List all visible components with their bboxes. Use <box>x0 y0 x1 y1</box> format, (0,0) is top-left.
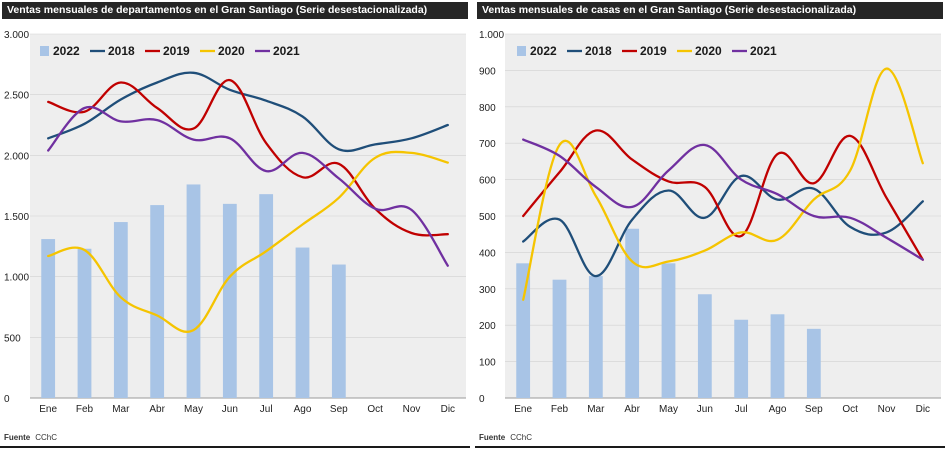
x-tick-label: May <box>184 404 203 415</box>
source-label: Fuente <box>4 433 31 442</box>
y-tick-label: 2.000 <box>4 151 29 162</box>
legend-label-2021: 2021 <box>273 44 300 58</box>
legend-label-2018: 2018 <box>108 44 135 58</box>
y-tick-label: 1.000 <box>4 273 29 284</box>
chart-title: Ventas mensuales de departamentos en el … <box>2 2 468 19</box>
x-tick-label: Abr <box>149 404 165 415</box>
series-line-2021 <box>47 105 449 267</box>
y-tick-label: 3.000 <box>4 30 29 41</box>
y-tick-label: 0 <box>479 394 485 405</box>
x-tick-label: Nov <box>403 404 421 415</box>
legend-label-2022: 2022 <box>530 44 557 58</box>
y-tick-label: 700 <box>479 139 496 150</box>
y-tick-label: 400 <box>479 248 496 259</box>
x-tick-label: Feb <box>76 404 94 415</box>
y-tick-label: 100 <box>479 358 496 369</box>
bar-2022-Sep <box>806 328 821 398</box>
source-note: Fuente CChC <box>479 433 532 442</box>
bar-2022-Ago <box>770 314 785 398</box>
x-tick-label: Jul <box>260 404 273 415</box>
x-tick-label: Jun <box>697 404 713 415</box>
x-tick-label: Mar <box>587 404 605 415</box>
bar-2022-Jun <box>697 294 712 398</box>
bar-2022-Ago <box>295 247 310 398</box>
y-tick-label: 600 <box>479 176 496 187</box>
bar-2022-Mar <box>588 276 603 398</box>
bar-2022-Mar <box>113 222 128 398</box>
chart-panel-casas: Ventas mensuales de casas en el Gran San… <box>475 0 945 451</box>
series-line-2020 <box>522 67 924 301</box>
y-tick-label: 1.500 <box>4 212 29 223</box>
legend-swatch-2022 <box>40 46 49 56</box>
legend-label-2020: 2020 <box>695 44 722 58</box>
bottom-rule <box>475 446 945 448</box>
y-tick-label: 900 <box>479 66 496 77</box>
legend-swatch-2022 <box>517 46 526 56</box>
bar-2022-May <box>186 184 201 398</box>
source-label: Fuente <box>479 433 506 442</box>
bar-2022-Jul <box>734 319 749 398</box>
series-line-2018 <box>47 71 449 153</box>
bar-2022-Ene <box>41 239 56 398</box>
bar-2022-May <box>661 263 676 398</box>
bar-2022-Feb <box>552 279 567 398</box>
x-tick-label: Sep <box>330 404 348 415</box>
y-tick-label: 800 <box>479 103 496 114</box>
series-line-2020 <box>47 150 449 333</box>
series-line-2021 <box>522 138 924 261</box>
legend-label-2020: 2020 <box>218 44 245 58</box>
x-tick-label: Jun <box>222 404 238 415</box>
source-note: Fuente CChC <box>4 433 57 442</box>
chart-departamentos: 0 500 1.000 1.500 2.000 2.500 3.000 Ene Feb Mar Ab… <box>4 30 466 415</box>
source-value: CChC <box>510 433 533 442</box>
chart-casas: 0 100 200 300 400 500 600 700 800 900 1.000 Ene Feb M… <box>479 30 941 415</box>
y-tick-label: 300 <box>479 285 496 296</box>
panel-divider <box>470 0 475 451</box>
x-tick-label: Ene <box>514 404 532 415</box>
y-tick-label: 500 <box>479 212 496 223</box>
x-tick-label: Ene <box>39 404 57 415</box>
bar-2022-Abr <box>150 205 165 398</box>
x-tick-label: Abr <box>624 404 640 415</box>
y-tick-label: 1.000 <box>479 30 504 41</box>
legend-label-2022: 2022 <box>53 44 80 58</box>
x-tick-label: Feb <box>551 404 569 415</box>
bar-2022-Abr <box>625 228 640 398</box>
x-tick-label: Dic <box>916 404 930 415</box>
x-tick-label: Jul <box>735 404 748 415</box>
bottom-rule <box>0 446 470 448</box>
legend-label-2019: 2019 <box>163 44 190 58</box>
bar-2022-Jun <box>222 203 237 398</box>
legend-label-2021: 2021 <box>750 44 777 58</box>
bar-2022-Sep <box>331 264 346 398</box>
bar-2022-Feb <box>77 248 92 398</box>
x-tick-label: Ago <box>294 404 312 415</box>
series-line-2018 <box>522 174 924 278</box>
x-tick-label: Oct <box>842 404 858 415</box>
bar-2022-Jul <box>259 194 274 398</box>
bar-2022-Ene <box>516 263 531 398</box>
source-value: CChC <box>35 433 58 442</box>
x-tick-label: Ago <box>769 404 787 415</box>
y-tick-label: 2.500 <box>4 91 29 102</box>
chart-title: Ventas mensuales de casas en el Gran San… <box>477 2 943 19</box>
x-tick-label: Oct <box>367 404 383 415</box>
legend-label-2019: 2019 <box>640 44 667 58</box>
x-tick-label: May <box>659 404 678 415</box>
chart-panel-departamentos: Ventas mensuales de departamentos en el … <box>0 0 470 451</box>
x-tick-label: Sep <box>805 404 823 415</box>
y-tick-label: 500 <box>4 333 21 344</box>
x-tick-label: Dic <box>441 404 455 415</box>
x-tick-label: Nov <box>878 404 896 415</box>
x-tick-label: Mar <box>112 404 130 415</box>
legend-label-2018: 2018 <box>585 44 612 58</box>
y-tick-label: 0 <box>4 394 10 405</box>
y-tick-label: 200 <box>479 321 496 332</box>
